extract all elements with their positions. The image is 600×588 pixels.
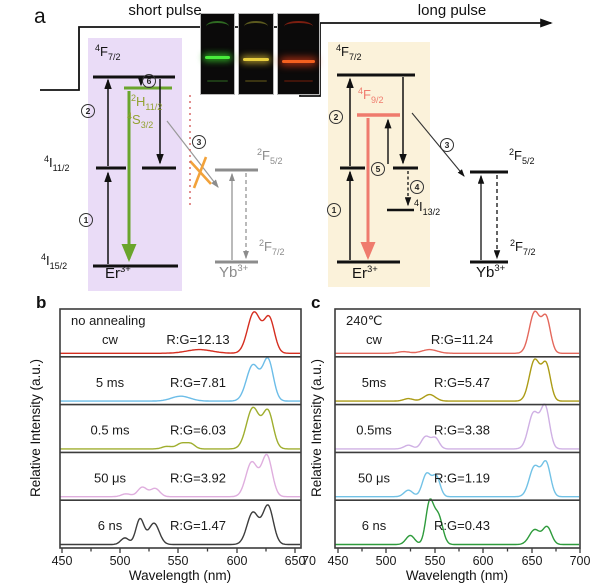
spectrum-curve bbox=[335, 358, 579, 402]
spectrum-curve bbox=[335, 310, 579, 354]
energy-level-diagram bbox=[40, 18, 553, 268]
label-4F92: 4F9/2 bbox=[358, 86, 384, 105]
rg-ratio-label: R:G=3.38 bbox=[434, 423, 490, 438]
plot-frame bbox=[334, 308, 581, 549]
rg-ratio-label: R:G=1.47 bbox=[170, 518, 226, 533]
row-time-label: cw bbox=[102, 332, 119, 347]
label-2H112: 2H11/2 bbox=[131, 93, 163, 112]
step-1-right: 1 bbox=[327, 203, 341, 217]
step-3-right: 3 bbox=[440, 138, 454, 152]
step-5: 5 bbox=[371, 162, 385, 176]
label-4S32: 4S3/2 bbox=[127, 111, 154, 130]
row-time-label: 6 ns bbox=[98, 518, 123, 533]
panel-letter-b: b bbox=[36, 293, 47, 312]
panel-condition-header: no annealing bbox=[71, 313, 145, 328]
x-tick-label: 500 bbox=[110, 554, 131, 568]
label-Er-right: Er3+ bbox=[352, 264, 378, 282]
label-4F72-left: 4F7/2 bbox=[95, 43, 121, 62]
rg-ratio-label: R:G=0.43 bbox=[434, 518, 490, 533]
luminescence-photo-red bbox=[277, 13, 320, 95]
rg-ratio-label: R:G=5.47 bbox=[434, 375, 490, 390]
faint-reflection bbox=[284, 80, 313, 82]
spectrum-curve bbox=[60, 406, 300, 450]
label-4F72-right: 4F7/2 bbox=[336, 43, 362, 62]
yellow-glow-line bbox=[243, 58, 269, 61]
label-Er-left: Er3+ bbox=[105, 264, 131, 282]
step-3-left: 3 bbox=[192, 135, 206, 149]
panel-letter-a: a bbox=[34, 5, 46, 28]
step-2-right: 2 bbox=[329, 110, 343, 124]
spectrum-curve bbox=[60, 356, 300, 402]
x-tick-label: 450 bbox=[328, 554, 349, 568]
meniscus-arc bbox=[244, 21, 268, 32]
row-time-label: 0.5ms bbox=[356, 423, 392, 438]
x-tick-label: 70 bbox=[302, 554, 316, 568]
blocked-x-mark-2 bbox=[192, 156, 208, 189]
xlabel-c: Wavelength (nm) bbox=[405, 568, 509, 583]
spectrum-curve bbox=[335, 403, 579, 450]
xlabel-b: Wavelength (nm) bbox=[128, 568, 232, 583]
label-2F72-yb-left: 2F7/2 bbox=[259, 238, 285, 257]
short-pulse-title: short pulse bbox=[128, 2, 202, 19]
ylabel-b: Relative Intensity (a.u.) bbox=[28, 358, 43, 498]
rg-ratio-label: R:G=7.81 bbox=[170, 375, 226, 390]
x-tick-label: 600 bbox=[473, 554, 494, 568]
rg-ratio-label: R:G=3.92 bbox=[170, 470, 226, 485]
x-tick-label: 450 bbox=[52, 554, 73, 568]
spectrum-curve bbox=[335, 459, 579, 498]
label-2F72-yb-right: 2F7/2 bbox=[510, 238, 536, 257]
panel-letter-c: c bbox=[311, 293, 321, 312]
rg-ratio-label: R:G=1.19 bbox=[434, 470, 490, 485]
step-6: 6 bbox=[142, 74, 156, 88]
x-tick-label: 550 bbox=[168, 554, 189, 568]
faint-reflection bbox=[245, 80, 267, 82]
panel-condition-header: 240℃ bbox=[346, 313, 382, 328]
x-tick-label: 600 bbox=[227, 554, 248, 568]
meniscus-arc bbox=[205, 21, 230, 32]
rg-ratio-label: R:G=11.24 bbox=[431, 332, 493, 347]
spectrum-curve bbox=[60, 311, 300, 354]
step-4: 4 bbox=[410, 180, 424, 194]
x-tick-label: 650 bbox=[285, 554, 306, 568]
step-2-left: 2 bbox=[81, 104, 95, 118]
luminescence-photo-yellow bbox=[238, 13, 274, 95]
plot-frame bbox=[59, 308, 302, 549]
x-tick-label: 650 bbox=[522, 554, 543, 568]
label-4I152: 4I15/2 bbox=[41, 252, 68, 271]
ylabel-c: Relative Intensity (a.u.) bbox=[309, 358, 324, 498]
label-2F52-right: 2F5/2 bbox=[509, 147, 535, 166]
row-time-label: 0.5 ms bbox=[90, 423, 130, 438]
label-Yb-right: Yb3+ bbox=[476, 263, 506, 281]
spectrum-curve bbox=[335, 498, 579, 546]
faint-reflection bbox=[207, 80, 228, 82]
row-time-label: 6 ns bbox=[362, 518, 387, 533]
spectrum-curve bbox=[60, 504, 300, 546]
row-time-label: cw bbox=[366, 332, 383, 347]
row-time-label: 50 μs bbox=[94, 470, 127, 485]
label-4I132: 4I13/2 bbox=[414, 198, 441, 217]
rg-ratio-label: R:G=6.03 bbox=[170, 423, 226, 438]
row-time-label: 5 ms bbox=[96, 375, 125, 390]
x-tick-label: 500 bbox=[376, 554, 397, 568]
label-Yb-left: Yb3+ bbox=[219, 263, 249, 281]
luminescence-photo-green bbox=[200, 13, 235, 95]
label-4I112: 4I11/2 bbox=[44, 154, 70, 173]
row-time-label: 5ms bbox=[362, 375, 387, 390]
energy-transfer-arrow-3-left bbox=[166, 120, 219, 188]
spectrum-curve bbox=[60, 453, 300, 498]
meniscus-arc bbox=[284, 21, 313, 32]
label-2F52-left: 2F5/2 bbox=[257, 147, 283, 166]
x-tick-label: 550 bbox=[425, 554, 446, 568]
red-glow-line bbox=[282, 60, 315, 63]
rg-ratio-label: R:G=12.13 bbox=[166, 332, 229, 347]
row-time-label: 50 μs bbox=[358, 470, 391, 485]
long-pulse-title: long pulse bbox=[417, 2, 487, 19]
x-tick-label: 700 bbox=[570, 554, 591, 568]
step-1-left: 1 bbox=[79, 213, 93, 227]
energy-transfer-arrow-3-right bbox=[411, 112, 465, 177]
green-glow-line bbox=[205, 56, 230, 59]
